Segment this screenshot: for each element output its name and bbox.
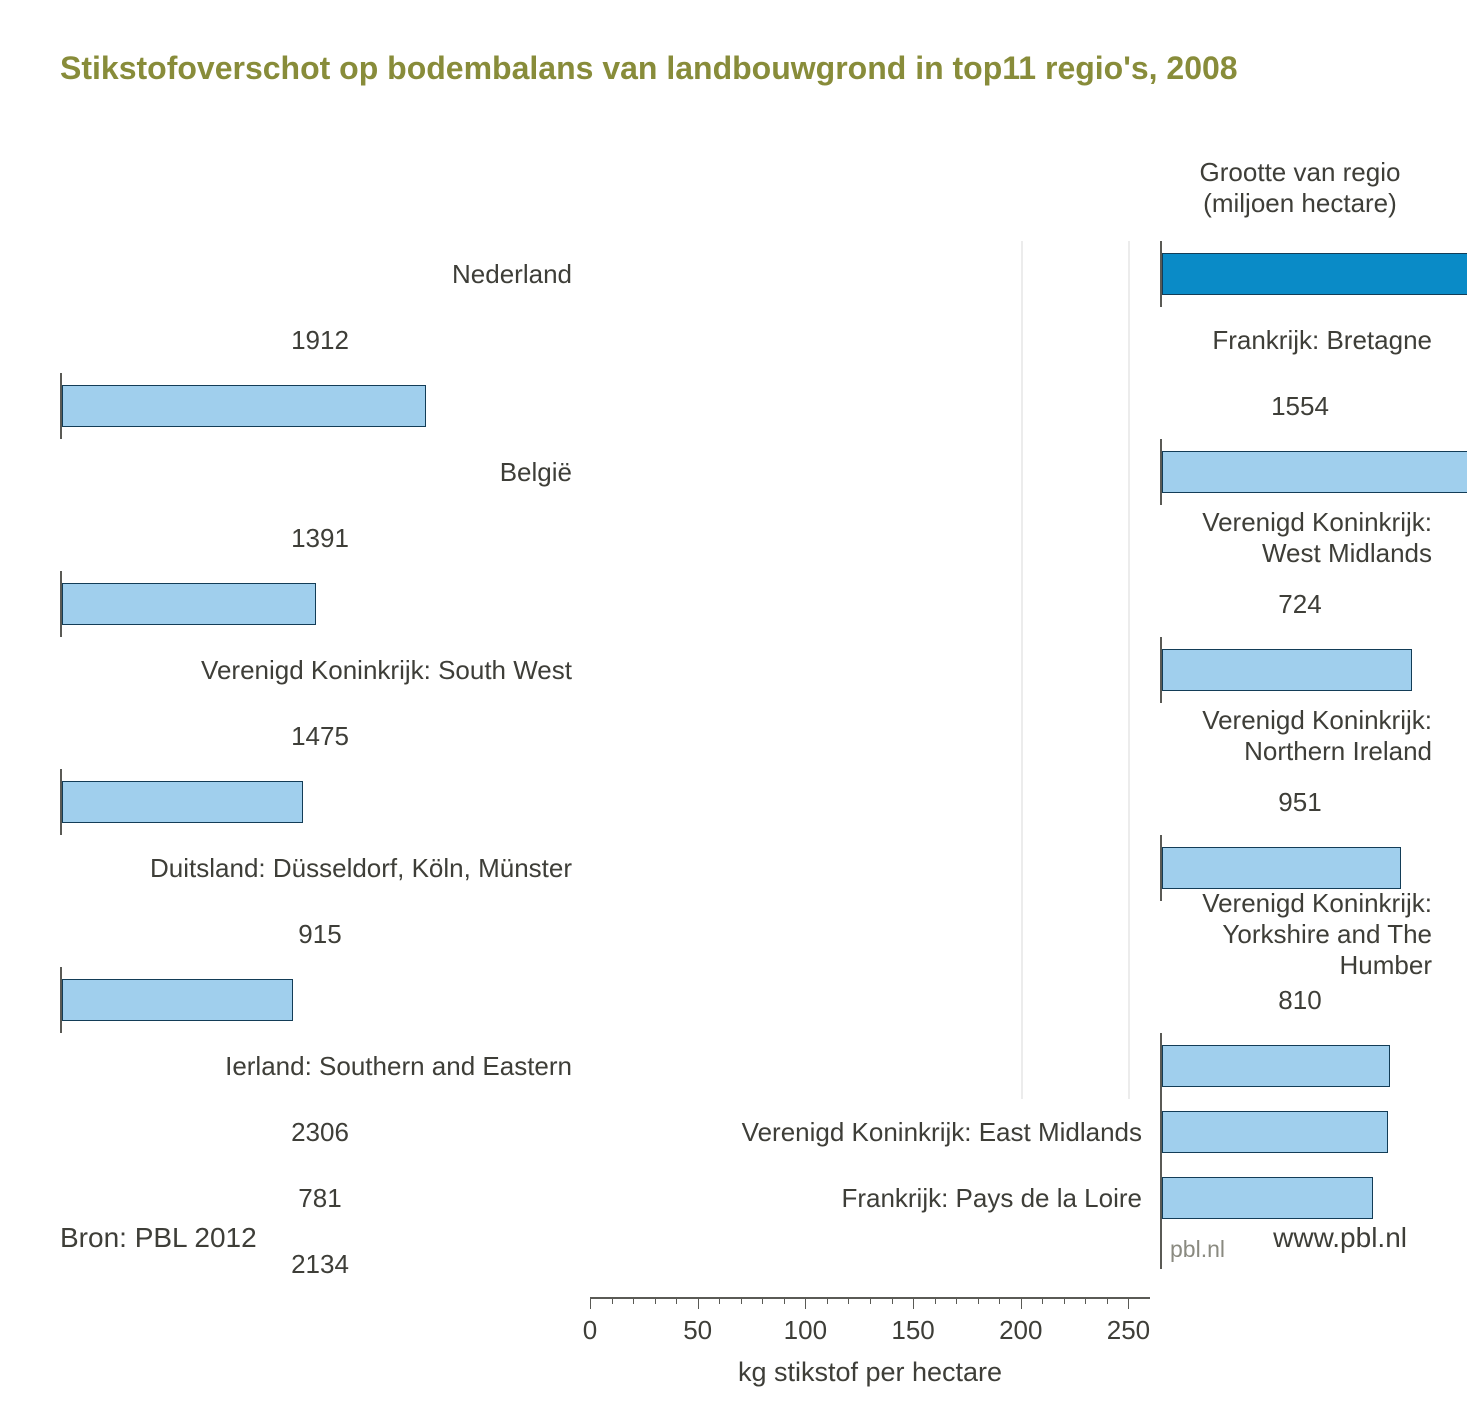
bar xyxy=(1162,649,1412,691)
bar-cell xyxy=(60,571,580,637)
x-tick-label: 150 xyxy=(891,1315,934,1346)
bar xyxy=(1162,847,1401,889)
right-header-line2: (miljoen hectare) xyxy=(1203,188,1397,218)
bar-cell xyxy=(1160,439,1440,505)
x-tick-label: 100 xyxy=(784,1315,827,1346)
x-axis-label: kg stikstof per hectare xyxy=(590,1357,1150,1388)
bar-cell xyxy=(60,769,580,835)
bar-cell xyxy=(1160,835,1440,901)
bar xyxy=(1162,1045,1390,1087)
size-value: 1391 xyxy=(60,505,580,571)
category-label: Frankrijk: Bretagne xyxy=(1160,307,1440,373)
x-tick-label: 50 xyxy=(683,1315,712,1346)
category-label: Duitsland: Düsseldorf, Köln, Münster xyxy=(60,835,580,901)
right-column-header: Grootte van regio (miljoen hectare) xyxy=(1160,157,1440,219)
category-label: Frankrijk: Pays de la Loire xyxy=(590,1165,1150,1231)
source-text: Bron: PBL 2012 xyxy=(60,1222,257,1254)
x-axis: 050100150200250 kg stikstof per hectare xyxy=(590,1297,1150,1417)
bar-cell xyxy=(60,967,580,1033)
size-value: 2306 xyxy=(60,1099,580,1165)
bar xyxy=(62,781,303,823)
x-tick-label: 200 xyxy=(999,1315,1042,1346)
category-label: Nederland xyxy=(60,241,580,307)
x-tick-label: 0 xyxy=(583,1315,597,1346)
watermark-text: pbl.nl xyxy=(1170,1236,1225,1263)
category-label: Verenigd Koninkrijk: South West xyxy=(60,637,580,703)
bar xyxy=(1162,451,1467,493)
bar xyxy=(62,583,316,625)
bar-cell xyxy=(1160,637,1440,703)
bar xyxy=(62,385,426,427)
size-value: 810 xyxy=(1160,967,1440,1033)
category-label: Verenigd Koninkrijk: East Midlands xyxy=(590,1099,1150,1165)
bar xyxy=(1162,1111,1388,1153)
bar-cell xyxy=(1160,1099,1440,1165)
category-label: België xyxy=(60,439,580,505)
size-value: 1554 xyxy=(1160,373,1440,439)
category-label: Verenigd Koninkrijk: West Midlands xyxy=(1160,505,1440,571)
bar xyxy=(62,979,293,1021)
bar-cell xyxy=(1160,1033,1440,1099)
bar xyxy=(1162,253,1467,295)
size-value: 951 xyxy=(1160,769,1440,835)
bar xyxy=(1162,1177,1373,1219)
bar-cell xyxy=(1160,241,1440,307)
chart-container: Grootte van regio (miljoen hectare) Nede… xyxy=(60,157,1407,1417)
site-url: www.pbl.nl xyxy=(1273,1222,1407,1254)
right-header-line1: Grootte van regio xyxy=(1200,157,1401,187)
category-label: Verenigd Koninkrijk: Yorkshire and The H… xyxy=(1160,901,1440,967)
category-label: Ierland: Southern and Eastern xyxy=(60,1033,580,1099)
size-value: 724 xyxy=(1160,571,1440,637)
size-value: 1912 xyxy=(60,307,580,373)
bar-cell xyxy=(60,373,580,439)
category-label: Verenigd Koninkrijk: Northern Ireland xyxy=(1160,703,1440,769)
size-value: 1475 xyxy=(60,703,580,769)
plot-overlay xyxy=(590,241,1150,1099)
x-tick-label: 250 xyxy=(1107,1315,1150,1346)
chart-title: Stikstofoverschot op bodembalans van lan… xyxy=(60,50,1407,87)
size-value: 915 xyxy=(60,901,580,967)
